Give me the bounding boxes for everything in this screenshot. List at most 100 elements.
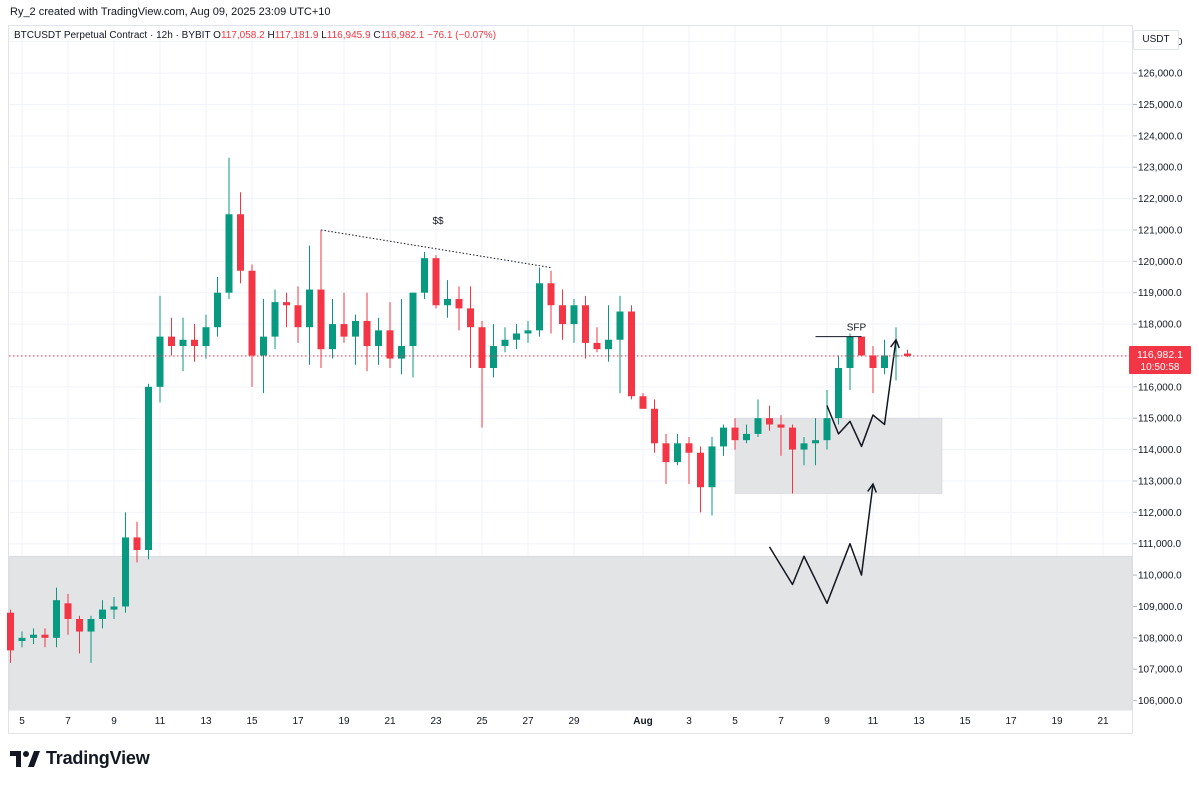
- candle-body[interactable]: [720, 427, 727, 447]
- candle-body[interactable]: [536, 283, 543, 331]
- symbol-legend[interactable]: BTCUSDT Perpetual Contract · 12h · BYBIT…: [14, 30, 496, 41]
- candle-body[interactable]: [881, 355, 888, 368]
- candle-body[interactable]: [904, 353, 911, 357]
- candle-body[interactable]: [214, 292, 221, 328]
- symbol-name[interactable]: BTCUSDT Perpetual Contract · 12h · BYBIT: [14, 30, 211, 41]
- x-tick-label: 9: [824, 716, 830, 727]
- candle-body[interactable]: [260, 336, 267, 356]
- candle-body[interactable]: [294, 305, 302, 328]
- candle-body[interactable]: [754, 418, 762, 434]
- candle-body[interactable]: [248, 270, 256, 356]
- candle-body[interactable]: [409, 292, 417, 347]
- candle-body[interactable]: [7, 612, 14, 651]
- candle-body[interactable]: [145, 386, 152, 550]
- candle-body[interactable]: [570, 305, 578, 325]
- candle-body[interactable]: [340, 324, 348, 337]
- candle-body[interactable]: [628, 311, 635, 397]
- candle-body[interactable]: [858, 336, 865, 356]
- candle-body[interactable]: [789, 427, 796, 450]
- candle-body[interactable]: [697, 452, 704, 488]
- y-tick-label: 107,000.0: [1138, 665, 1183, 676]
- candle-body[interactable]: [766, 418, 773, 425]
- candle-body[interactable]: [513, 333, 520, 340]
- candle-body[interactable]: [455, 298, 463, 309]
- candle-body[interactable]: [639, 396, 647, 409]
- candle-body[interactable]: [87, 619, 95, 632]
- candle-body[interactable]: [202, 327, 210, 347]
- candle-body[interactable]: [30, 634, 37, 638]
- candle-body[interactable]: [490, 346, 497, 368]
- projection-path-1[interactable]: [768, 483, 874, 605]
- candle-body[interactable]: [616, 311, 624, 340]
- candle-body[interactable]: [547, 283, 555, 306]
- candle-body[interactable]: [812, 440, 819, 444]
- candle-body[interactable]: [133, 537, 141, 550]
- candle-body[interactable]: [64, 603, 72, 620]
- candle-body[interactable]: [605, 339, 612, 350]
- candle-body[interactable]: [237, 214, 244, 271]
- x-tick-label: 7: [65, 716, 71, 727]
- low-value: 116,945.9: [326, 30, 371, 41]
- candle-body[interactable]: [225, 214, 233, 293]
- candle-body[interactable]: [398, 346, 405, 359]
- candle-body[interactable]: [191, 339, 198, 347]
- candle-body[interactable]: [651, 408, 658, 444]
- candle-body[interactable]: [317, 289, 325, 350]
- candle-body[interactable]: [685, 443, 693, 453]
- x-tick-label: 19: [1051, 716, 1063, 727]
- candle-body[interactable]: [892, 355, 900, 357]
- x-tick-label: 11: [155, 716, 166, 727]
- candle-body[interactable]: [869, 355, 877, 368]
- candle-body[interactable]: [432, 258, 440, 306]
- candle-body[interactable]: [835, 368, 842, 419]
- demand-zone-upper: [734, 417, 943, 494]
- liquidity-trendline[interactable]: [320, 229, 552, 269]
- candle-body[interactable]: [99, 609, 106, 620]
- candle-body[interactable]: [179, 339, 187, 347]
- candle-body[interactable]: [674, 443, 681, 463]
- candle-body[interactable]: [777, 424, 785, 428]
- candle-body[interactable]: [582, 305, 589, 343]
- candle-body[interactable]: [53, 600, 60, 638]
- candle-body[interactable]: [168, 336, 175, 347]
- x-tick-label: 27: [522, 716, 534, 727]
- candle-body[interactable]: [352, 320, 359, 337]
- currency-selector[interactable]: USDT: [1133, 30, 1179, 50]
- candle-body[interactable]: [731, 427, 739, 441]
- candle-body[interactable]: [110, 606, 118, 610]
- annotations: $$ SFP: [320, 216, 900, 605]
- candle-body[interactable]: [18, 637, 26, 641]
- x-tick-label: 19: [338, 716, 350, 727]
- candle-body[interactable]: [662, 443, 670, 463]
- candle-body[interactable]: [524, 330, 532, 334]
- candle-body[interactable]: [271, 302, 279, 337]
- x-tick-label: 15: [246, 716, 258, 727]
- candle-body[interactable]: [823, 418, 831, 441]
- candle-body[interactable]: [743, 433, 750, 441]
- candle-body[interactable]: [708, 446, 716, 488]
- candle-body[interactable]: [559, 305, 566, 325]
- candle-body[interactable]: [467, 308, 474, 328]
- candle-body[interactable]: [846, 336, 854, 368]
- candle-body[interactable]: [156, 336, 164, 387]
- candle-body[interactable]: [478, 327, 486, 368]
- candle-body[interactable]: [421, 258, 428, 293]
- candle-body[interactable]: [593, 342, 601, 350]
- candle-body[interactable]: [386, 330, 394, 359]
- candle-body[interactable]: [122, 537, 129, 607]
- candle-body[interactable]: [800, 443, 808, 450]
- tradingview-brand[interactable]: TradingView: [10, 748, 150, 769]
- candle-body[interactable]: [375, 330, 382, 347]
- projection-path-2[interactable]: [826, 339, 897, 448]
- x-tick-label: Aug: [633, 716, 652, 727]
- candle-body[interactable]: [76, 619, 83, 632]
- candle-body[interactable]: [283, 302, 290, 306]
- candle-body[interactable]: [363, 320, 371, 347]
- y-tick-label: 110,000.0: [1138, 571, 1182, 582]
- candle-body[interactable]: [501, 339, 509, 347]
- candle-body[interactable]: [329, 324, 336, 350]
- candle-body[interactable]: [41, 634, 49, 638]
- candle-body[interactable]: [444, 298, 451, 306]
- candle-body[interactable]: [306, 289, 313, 328]
